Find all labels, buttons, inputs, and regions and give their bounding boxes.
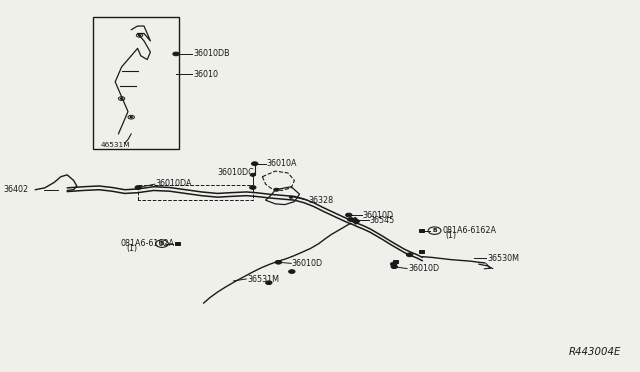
Text: 36010D: 36010D: [408, 264, 440, 273]
Bar: [93, 17, 179, 149]
Circle shape: [250, 173, 255, 176]
Circle shape: [173, 52, 179, 56]
Circle shape: [274, 188, 279, 191]
Circle shape: [275, 260, 282, 264]
Circle shape: [391, 265, 397, 269]
Text: 36402: 36402: [3, 185, 28, 194]
Text: 36010DB: 36010DB: [193, 49, 230, 58]
Text: 36010A: 36010A: [266, 159, 297, 168]
Text: 36530M: 36530M: [487, 254, 519, 263]
Circle shape: [289, 196, 293, 198]
Polygon shape: [351, 218, 360, 224]
Text: (1): (1): [445, 231, 456, 240]
Text: 36531M: 36531M: [247, 275, 279, 284]
Circle shape: [130, 116, 132, 118]
Bar: [419, 229, 424, 232]
Text: B: B: [159, 241, 164, 246]
Circle shape: [252, 162, 258, 166]
Circle shape: [138, 35, 141, 36]
Text: (1): (1): [127, 244, 138, 253]
Text: 081A6-6162A: 081A6-6162A: [442, 226, 496, 235]
Text: B: B: [432, 228, 437, 233]
Circle shape: [289, 270, 295, 273]
Text: 081A6-6162A: 081A6-6162A: [120, 239, 174, 248]
Circle shape: [348, 218, 354, 221]
Circle shape: [266, 281, 272, 285]
Circle shape: [120, 98, 123, 99]
Text: 36010D: 36010D: [363, 211, 394, 219]
Text: 36010: 36010: [193, 70, 218, 79]
Text: 36010DA: 36010DA: [156, 179, 192, 188]
Text: 46531M: 46531M: [100, 142, 130, 148]
Circle shape: [390, 262, 397, 266]
Text: 36545: 36545: [369, 216, 394, 225]
Circle shape: [406, 253, 413, 257]
Text: 36328: 36328: [308, 196, 333, 205]
Bar: [175, 242, 180, 245]
Text: 36010D: 36010D: [292, 259, 323, 268]
Circle shape: [346, 213, 352, 217]
Text: 36010DC: 36010DC: [218, 169, 254, 177]
Bar: [393, 260, 398, 263]
Text: R443004E: R443004E: [568, 347, 621, 357]
Circle shape: [135, 186, 141, 189]
Bar: [419, 250, 424, 253]
Circle shape: [250, 186, 256, 189]
